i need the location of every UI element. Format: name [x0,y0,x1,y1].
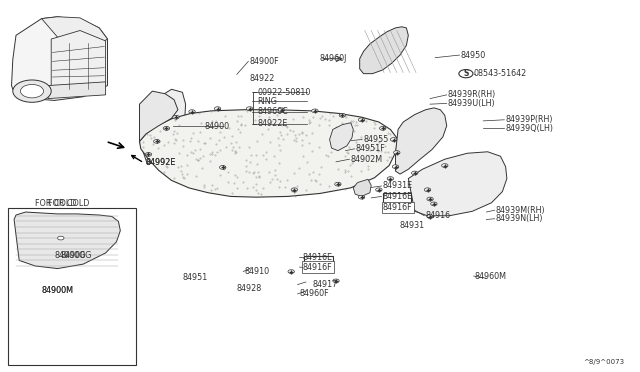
Circle shape [163,126,170,130]
Circle shape [427,215,433,218]
Text: ^8/9^0073: ^8/9^0073 [583,359,624,365]
Text: 84951: 84951 [182,273,207,282]
Text: 84902M: 84902M [351,155,383,164]
Text: 84960F: 84960F [300,289,329,298]
Text: 84917: 84917 [312,280,337,289]
Text: 84900M: 84900M [42,286,74,295]
Circle shape [20,84,44,98]
Text: 84916F: 84916F [303,263,332,272]
Circle shape [459,70,473,78]
Circle shape [394,151,400,154]
Polygon shape [360,27,408,74]
Circle shape [412,171,418,175]
Polygon shape [140,91,178,141]
Text: 84910: 84910 [244,267,269,276]
Text: 84939M(RH): 84939M(RH) [496,206,546,215]
Text: RING: RING [257,97,277,106]
Circle shape [339,113,346,117]
Text: FOR COLD: FOR COLD [48,199,90,208]
Circle shape [220,166,226,169]
Text: 84939R(RH): 84939R(RH) [448,90,496,99]
Text: 84950: 84950 [461,51,486,60]
Circle shape [214,107,221,110]
Text: 84900G: 84900G [61,251,92,260]
Text: 84900: 84900 [205,122,230,131]
Polygon shape [14,212,120,269]
Polygon shape [330,123,353,151]
Circle shape [358,118,365,122]
Text: 84939N(LH): 84939N(LH) [496,214,543,223]
Polygon shape [12,17,108,100]
Circle shape [312,109,318,113]
Text: 84900M: 84900M [42,286,74,295]
Text: 84939U(LH): 84939U(LH) [448,99,495,108]
Circle shape [424,188,431,192]
Text: 84960M: 84960M [475,272,507,280]
Polygon shape [383,193,411,208]
Circle shape [431,202,437,206]
Circle shape [333,279,339,283]
Text: 84900G: 84900G [54,251,86,260]
Text: 84916: 84916 [426,211,451,220]
Circle shape [189,110,195,113]
Polygon shape [304,256,333,271]
Polygon shape [140,110,398,197]
Text: 84992E: 84992E [146,158,176,167]
Circle shape [390,138,397,141]
Text: S: S [463,69,468,78]
Polygon shape [140,89,186,164]
Circle shape [154,140,160,143]
Text: 84960J: 84960J [320,54,348,63]
Circle shape [442,164,448,167]
Text: 84939P(RH): 84939P(RH) [506,115,553,124]
Circle shape [392,165,399,169]
Text: 84928: 84928 [237,284,262,293]
Text: 08543-51642: 08543-51642 [474,69,527,78]
Text: 00922-50810: 00922-50810 [257,88,310,97]
Text: 84955: 84955 [364,135,389,144]
Polygon shape [48,82,106,99]
Circle shape [358,195,365,199]
Text: 84900F: 84900F [250,57,279,66]
Polygon shape [353,179,371,196]
Polygon shape [408,152,507,216]
Circle shape [288,270,294,273]
Text: 84951F: 84951F [356,144,385,153]
Polygon shape [51,31,106,93]
Text: 84931E: 84931E [383,182,413,190]
Text: 84922: 84922 [250,74,275,83]
Circle shape [291,188,298,192]
Circle shape [145,153,152,156]
Polygon shape [42,17,108,44]
Text: 84916E: 84916E [303,253,333,262]
Text: 84916F: 84916F [383,203,412,212]
Circle shape [387,177,394,180]
Bar [8,208,136,365]
Text: 84931: 84931 [400,221,425,230]
Circle shape [335,182,341,186]
Circle shape [13,80,51,102]
Text: 84992E: 84992E [146,158,176,167]
Text: 84922E: 84922E [257,119,287,128]
Circle shape [246,107,253,110]
Circle shape [278,108,285,112]
Circle shape [380,126,386,130]
Circle shape [173,115,179,119]
Polygon shape [396,108,447,174]
Text: 84939Q(LH): 84939Q(LH) [506,124,554,133]
Circle shape [427,197,433,201]
Text: FOR COLD: FOR COLD [35,199,77,208]
Text: 84916E: 84916E [383,192,413,201]
Circle shape [376,188,382,192]
Text: 84960C: 84960C [257,107,288,116]
Circle shape [58,236,64,240]
